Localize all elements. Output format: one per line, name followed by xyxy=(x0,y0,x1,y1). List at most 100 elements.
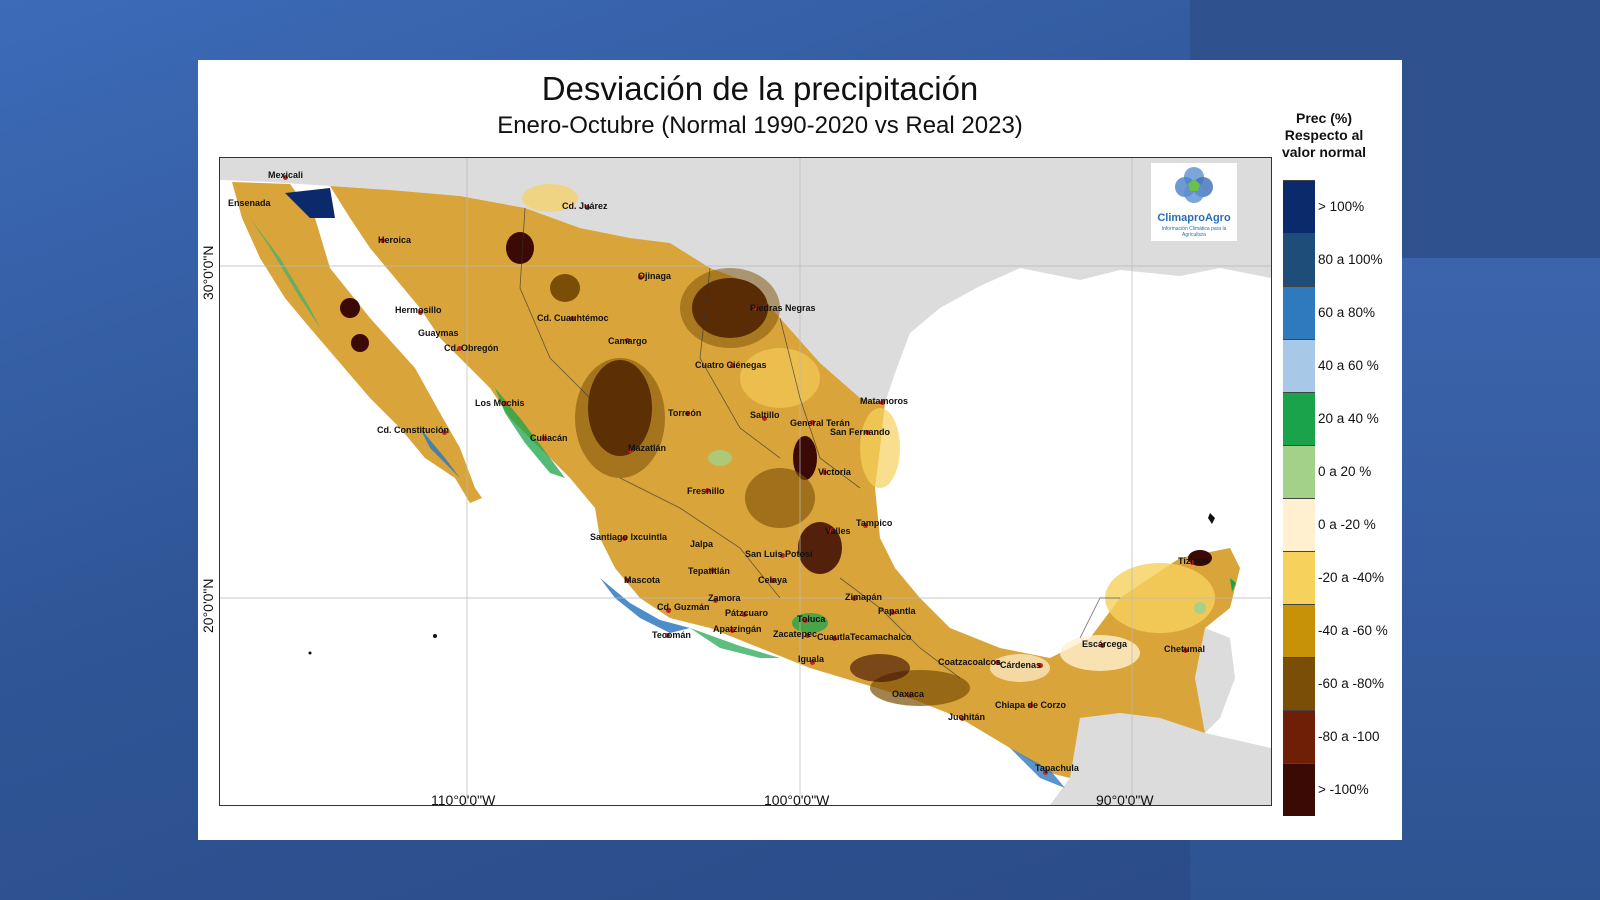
city-marker xyxy=(880,400,885,405)
city-label: General Terán xyxy=(790,418,850,428)
map-title: Desviación de la precipitación xyxy=(541,70,979,107)
guatemala-landmass xyxy=(1050,713,1271,805)
legend-label: 20 a 40 % xyxy=(1318,410,1379,426)
city-marker xyxy=(828,528,833,533)
legend-swatch xyxy=(1283,710,1315,763)
legend-label: 0 a -20 % xyxy=(1318,516,1376,532)
legend-label: 80 a 100% xyxy=(1318,251,1383,267)
legend-label: -20 a -40% xyxy=(1318,569,1385,585)
city-label: Coatzacoalcos xyxy=(938,657,1002,667)
lon-tick-label: 90°0'0"W xyxy=(1096,792,1154,808)
city-marker xyxy=(907,693,912,698)
city-marker xyxy=(1183,648,1188,653)
city-marker xyxy=(832,636,837,641)
city-label: Cd. Guzmán xyxy=(657,602,710,612)
city-label: San Fernando xyxy=(830,427,891,437)
legend-title-line: Respecto al xyxy=(1284,127,1364,143)
legend-label: 60 a 80% xyxy=(1318,304,1376,320)
city-label: Camargo xyxy=(608,336,648,346)
city-marker xyxy=(730,628,735,633)
lon-tick-label: 110°0'0"W xyxy=(431,792,496,808)
legend-title-line: Prec (%) xyxy=(1295,110,1353,126)
city-marker xyxy=(810,420,815,425)
city-marker xyxy=(753,305,758,310)
city-marker xyxy=(742,612,747,617)
map-slide: Desviación de la precipitación Enero-Oct… xyxy=(198,60,1402,840)
city-label: Juchitán xyxy=(948,712,986,722)
city-marker xyxy=(442,430,447,435)
city-label: Escárcega xyxy=(1082,639,1128,649)
city-marker xyxy=(665,633,670,638)
lat-tick-label: 20°0'0"N xyxy=(200,578,216,634)
city-label: Oaxaca xyxy=(892,689,925,699)
legend-label: -80 a -100 xyxy=(1318,728,1380,744)
city-label: Pátzcuaro xyxy=(725,608,769,618)
city-label: Santiago Ixcuintla xyxy=(590,532,668,542)
city-marker xyxy=(705,488,710,493)
city-marker xyxy=(1100,643,1105,648)
city-marker xyxy=(283,175,288,180)
city-marker xyxy=(418,310,423,315)
city-label: Ensenada xyxy=(228,198,271,208)
legend-label: 0 a 20 % xyxy=(1318,463,1372,479)
city-marker xyxy=(666,608,671,613)
city-marker xyxy=(638,275,643,280)
city-marker xyxy=(713,598,718,603)
city-label: Papantla xyxy=(878,606,916,616)
city-label: Celaya xyxy=(758,575,788,585)
city-label: Mascota xyxy=(624,575,661,585)
city-marker xyxy=(1038,663,1043,668)
map-frame: Mexicali Ensenada Cd. Juárez Heroica Her… xyxy=(219,157,1272,806)
city-marker xyxy=(685,411,690,416)
legend-swatch xyxy=(1283,498,1315,551)
city-marker xyxy=(570,316,575,321)
city-marker xyxy=(770,578,775,583)
city-label: Los Mochis xyxy=(475,398,525,408)
city-label: Hermosillo xyxy=(395,305,442,315)
city-label: Zacatepec xyxy=(773,629,818,639)
city-marker xyxy=(863,523,868,528)
city-marker xyxy=(803,618,808,623)
city-marker xyxy=(780,553,785,558)
logo-name: ClimaproAgro xyxy=(1157,212,1231,224)
city-marker xyxy=(503,401,508,406)
city-marker xyxy=(1190,560,1195,565)
lon-tick-label: 100°0'0"W xyxy=(764,792,830,808)
map-subtitle: Enero-Octubre (Normal 1990-2020 vs Real … xyxy=(497,112,1023,139)
city-marker xyxy=(1028,703,1033,708)
city-marker xyxy=(822,470,827,475)
city-label: Cd. Constitución xyxy=(377,425,449,435)
city-marker xyxy=(622,536,627,541)
city-label: Mazatlán xyxy=(628,443,667,453)
city-label: Saltillo xyxy=(750,410,780,420)
city-label: Chetumal xyxy=(1164,644,1206,654)
city-label: San Luis Potosí xyxy=(745,549,813,559)
city-label: Zimapán xyxy=(845,592,883,602)
city-marker xyxy=(628,448,633,453)
city-marker xyxy=(995,660,1000,665)
logo-mark-icon xyxy=(1175,167,1213,203)
lat-tick-label: 30°0'0"N xyxy=(200,245,216,301)
legend-title-line: valor normal xyxy=(1281,144,1367,160)
city-label: Ojinaga xyxy=(638,271,672,281)
belize-landmass xyxy=(1195,628,1235,733)
city-marker xyxy=(805,633,810,638)
city-label: Zamora xyxy=(708,593,741,603)
city-label: Cd. Obregón xyxy=(444,343,499,353)
city-label: Cd. Juárez xyxy=(562,201,608,211)
legend-swatch xyxy=(1283,604,1315,657)
city-label: Tecamachalco xyxy=(850,632,912,642)
city-label: Tizimín xyxy=(1178,556,1209,566)
city-label: Valles xyxy=(825,526,851,536)
legend-swatch xyxy=(1283,763,1315,816)
climaproagro-logo: ClimaproAgro Información Climática para … xyxy=(1151,163,1237,241)
city-label: Iguala xyxy=(798,654,825,664)
city-label: Fresnillo xyxy=(687,486,725,496)
legend-swatch xyxy=(1283,233,1315,286)
city-marker xyxy=(625,338,630,343)
city-marker xyxy=(625,578,630,583)
city-marker xyxy=(1043,770,1048,775)
city-label: Tampico xyxy=(856,518,893,528)
city-label: Cuatro Ciénegas xyxy=(695,360,767,370)
legend-swatch xyxy=(1283,551,1315,604)
